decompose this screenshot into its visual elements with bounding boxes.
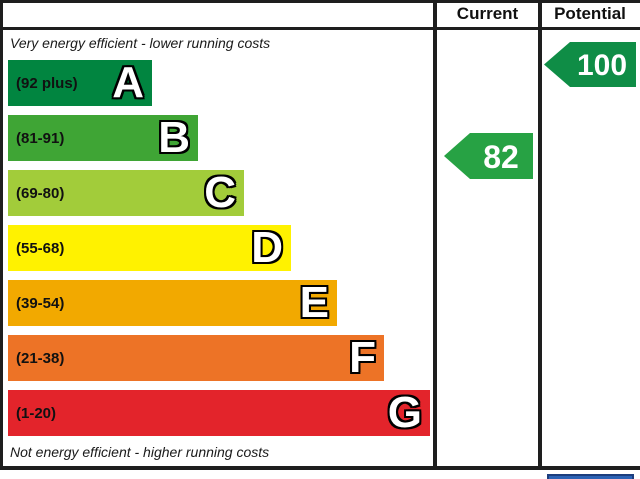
band-bar: (92 plus) A bbox=[8, 60, 152, 106]
band-range-label: (69-80) bbox=[16, 184, 65, 202]
table-border-left bbox=[0, 0, 3, 470]
potential-rating-arrow: 100 bbox=[544, 42, 636, 87]
band-row: (39-54) E bbox=[8, 280, 337, 326]
table-border-top bbox=[0, 0, 640, 3]
potential-rating-value: 100 bbox=[577, 49, 627, 82]
band-letter-label: D bbox=[251, 223, 283, 272]
band-row: (69-80) C bbox=[8, 170, 244, 216]
band-row: (21-38) F bbox=[8, 335, 384, 381]
current-arrow-shape bbox=[444, 133, 533, 179]
band-range-label: (21-38) bbox=[16, 349, 65, 367]
band-letter-label: A bbox=[112, 58, 144, 107]
band-bar: (1-20) G bbox=[8, 390, 430, 436]
band-row: (1-20) G bbox=[8, 390, 430, 436]
band-range-label: (81-91) bbox=[16, 129, 65, 147]
band-letter-label: C bbox=[204, 168, 236, 217]
current-rating-arrow: 82 bbox=[444, 133, 533, 179]
bottom-caption: Not energy efficient - higher running co… bbox=[10, 444, 270, 460]
current-column-divider bbox=[433, 0, 437, 470]
potential-arrow-shape bbox=[544, 42, 636, 87]
band-row: (55-68) D bbox=[8, 225, 291, 271]
band-row: (81-91) B bbox=[8, 115, 198, 161]
band-row: (92 plus) A bbox=[8, 60, 152, 106]
table-border-bottom bbox=[0, 466, 640, 470]
band-bar: (21-38) F bbox=[8, 335, 384, 381]
band-bar: (55-68) D bbox=[8, 225, 291, 271]
band-range-label: (92 plus) bbox=[16, 74, 78, 92]
band-letter-label: B bbox=[158, 113, 190, 162]
band-bar: (39-54) E bbox=[8, 280, 337, 326]
potential-column-header: Potential bbox=[554, 4, 626, 23]
eu-flag-top-edge bbox=[547, 474, 634, 479]
band-letter-label: G bbox=[387, 388, 422, 437]
top-caption: Very energy efficient - lower running co… bbox=[10, 35, 271, 51]
band-range-label: (39-54) bbox=[16, 294, 65, 312]
band-letter-label: F bbox=[349, 333, 376, 382]
current-column-header: Current bbox=[456, 4, 519, 23]
potential-column-divider bbox=[538, 0, 542, 470]
band-range-label: (55-68) bbox=[16, 239, 65, 257]
header-divider-line bbox=[0, 27, 640, 30]
current-rating-value: 82 bbox=[483, 139, 519, 175]
band-bar: (69-80) C bbox=[8, 170, 244, 216]
band-range-label: (1-20) bbox=[16, 404, 57, 422]
band-bar: (81-91) B bbox=[8, 115, 198, 161]
band-letter-label: E bbox=[299, 278, 329, 327]
